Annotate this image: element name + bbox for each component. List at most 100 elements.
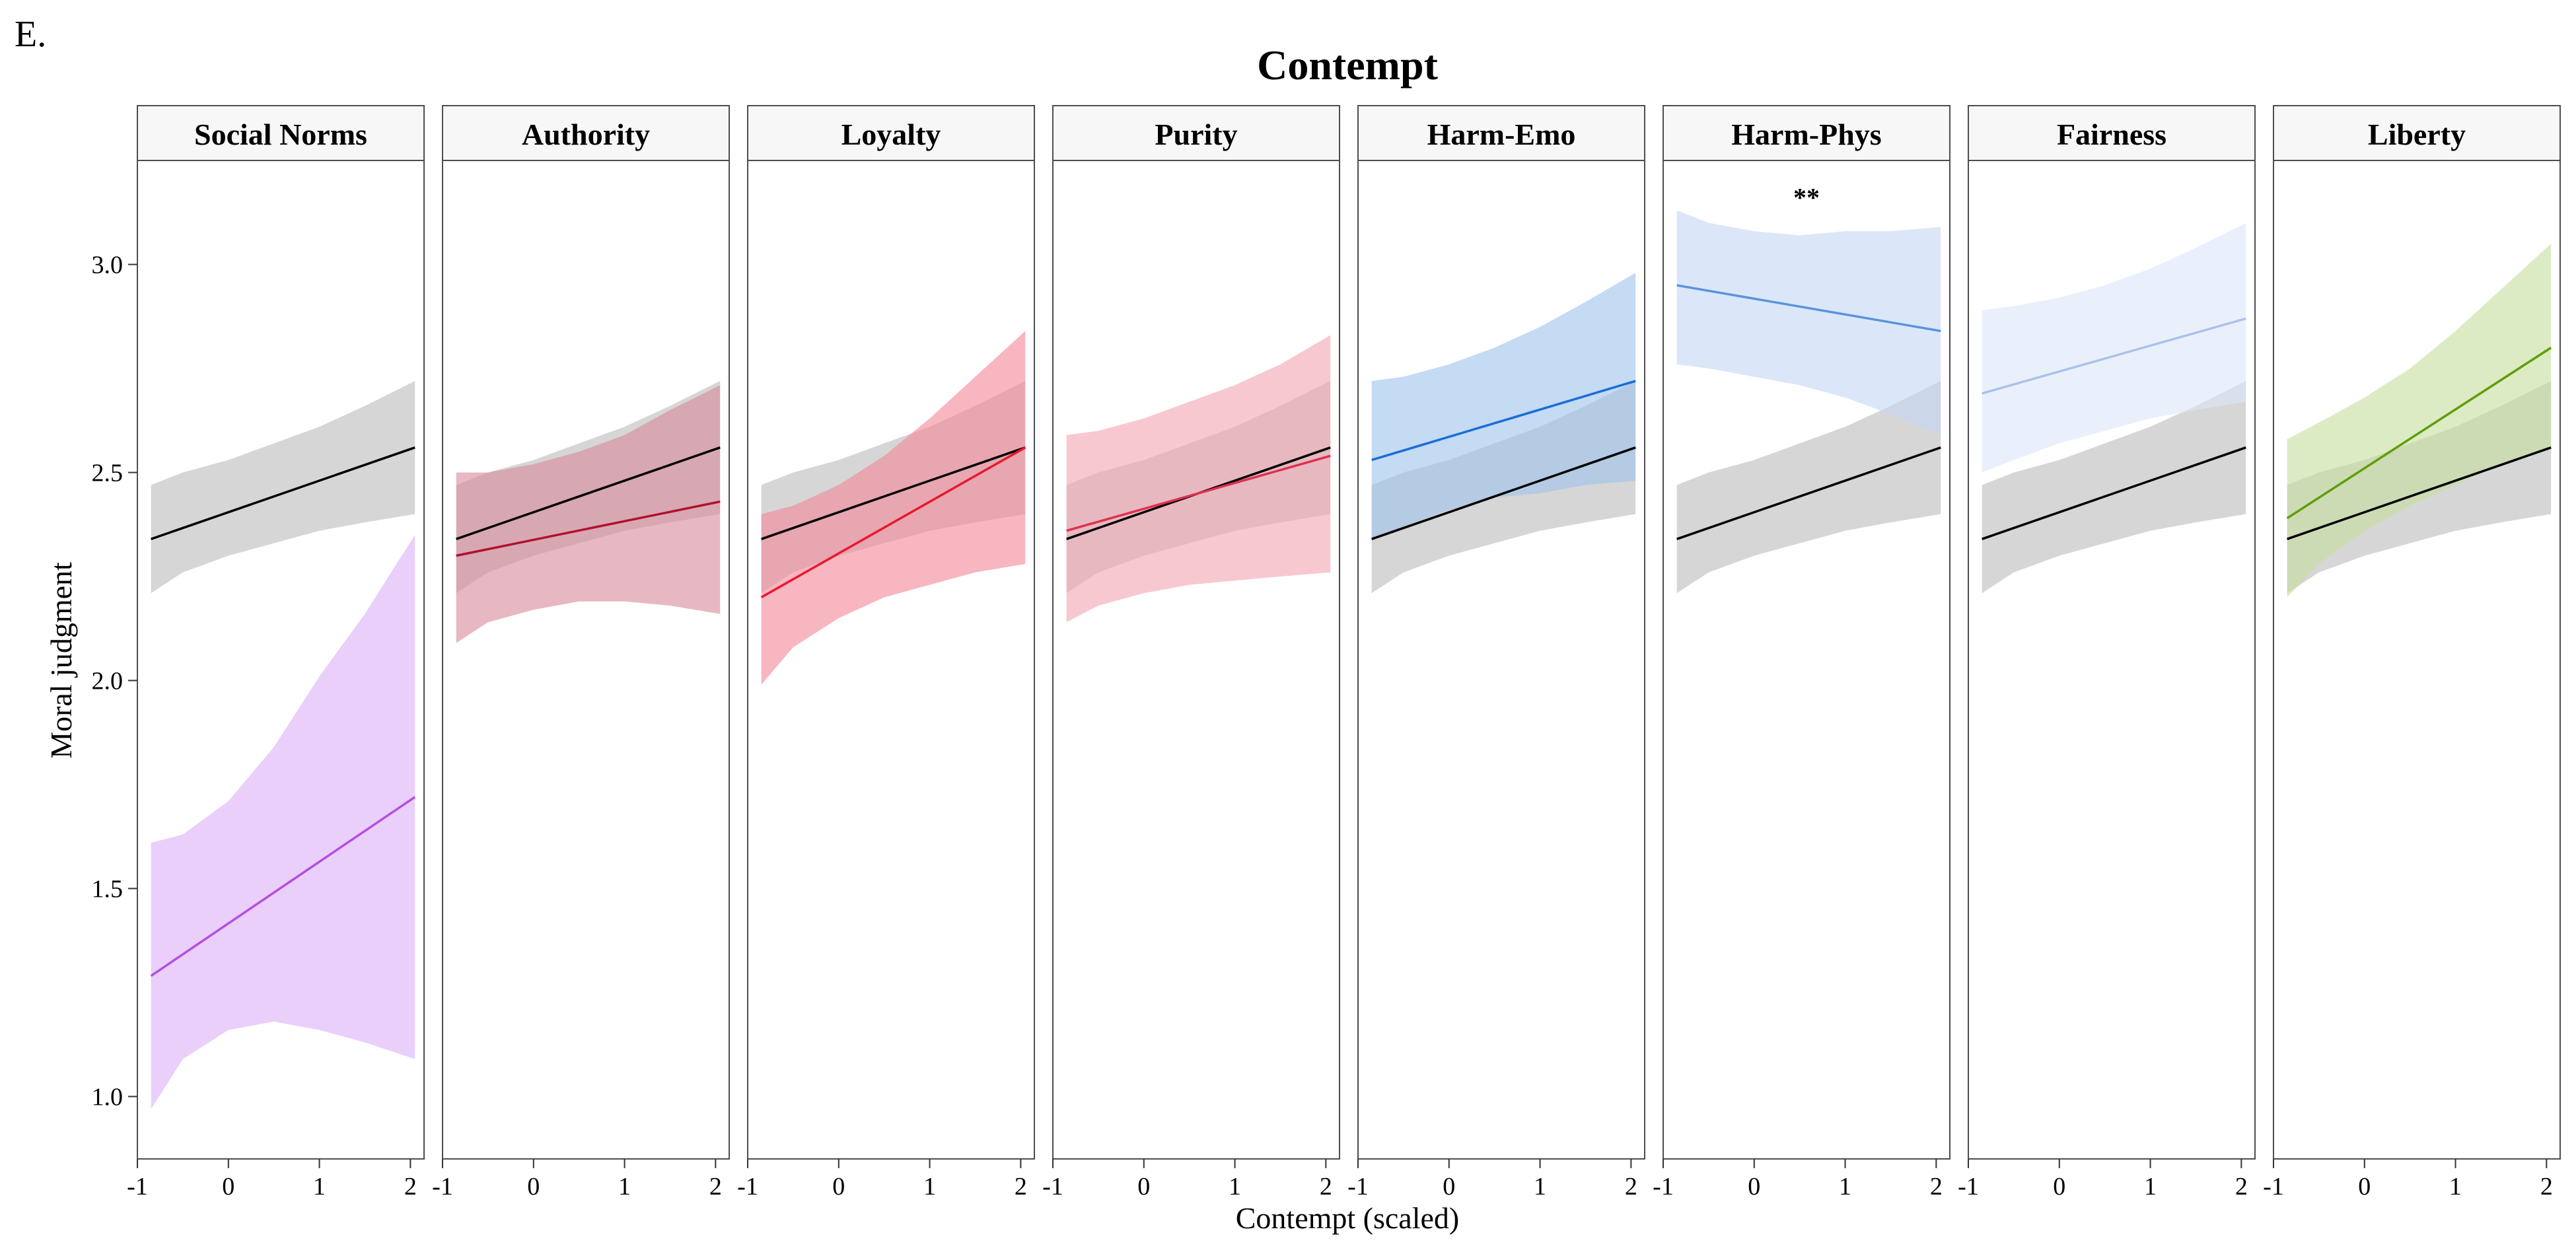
x-tick-label: 1: [1534, 1173, 1546, 1201]
x-axis-purity: -1 0 1 2: [1042, 1159, 1332, 1201]
significance-label: **: [1793, 182, 1820, 212]
series-ci-band: [1066, 335, 1331, 623]
series-ci-band: [1371, 273, 1636, 540]
series-ci-band: [1676, 210, 1941, 435]
series-line: [1676, 284, 1941, 333]
x-tick-label: 2: [709, 1173, 722, 1201]
y-axis-title: Moral judgment: [44, 562, 78, 759]
x-tick-label: 0: [832, 1173, 845, 1201]
x-axes: -1 0 1 2 -1 0 1 2 -1 0 1 2 -1 0 1 2 -1 0 1 2 -1 0 1 2 -1 0 1 2 -1 0 1 2: [127, 1159, 2553, 1201]
panel-harm-emo: Harm-Emo: [1357, 105, 1645, 1160]
reference-ci-band: [1676, 380, 1941, 594]
panel-label: Liberty: [2368, 118, 2466, 151]
panel-border: [1968, 160, 2256, 1160]
reference-ci-band: [1982, 380, 2246, 594]
reference-line: [1371, 446, 1636, 540]
y-axis: 1.0 1.5 2.0 2.5 3.0: [92, 252, 137, 1111]
x-tick-label: 0: [1748, 1173, 1760, 1201]
series-ci-band: [151, 535, 415, 1109]
panel-social-norms: Social Norms: [137, 105, 425, 1160]
panel-strip: [1968, 105, 2256, 161]
y-tick-label: 2.0: [92, 668, 124, 695]
x-tick-label: -1: [737, 1173, 758, 1201]
x-tick-label: 1: [1229, 1173, 1241, 1201]
x-tick-label: 2: [404, 1173, 417, 1201]
panel-liberty: Liberty: [2273, 105, 2561, 1160]
chart-title: Contempt: [1257, 42, 1438, 88]
reference-line: [456, 446, 721, 540]
x-tick-label: -1: [1042, 1173, 1063, 1201]
x-tick-label: -1: [1958, 1173, 1979, 1201]
series-ci-band: [456, 385, 721, 643]
panel-border: [1663, 160, 1950, 1160]
reference-line: [151, 446, 415, 540]
panel-label: Authority: [522, 118, 650, 151]
x-tick-label: 2: [2235, 1173, 2248, 1201]
x-tick-label: -1: [1653, 1173, 1674, 1201]
x-tick-label: 1: [2144, 1173, 2157, 1201]
panel-label: Fairness: [2057, 118, 2166, 151]
x-axis-liberty: -1 0 1 2: [2263, 1159, 2553, 1201]
series-ci-band: [761, 331, 1026, 685]
series-line: [1371, 380, 1636, 462]
panels-layer: Social Norms Authority Loyalty Purity Harm-E…: [137, 105, 2561, 1160]
x-tick-label: 0: [2358, 1173, 2371, 1201]
x-tick-label: -1: [127, 1173, 148, 1201]
y-tick-label: 2.5: [92, 460, 124, 487]
panel-border: [137, 160, 425, 1160]
figure-label: E.: [15, 14, 46, 55]
x-axis-social-norms: -1 0 1 2: [127, 1159, 417, 1201]
x-tick-label: 0: [1443, 1173, 1455, 1201]
series-line: [1982, 317, 2246, 395]
panel-strip: [1663, 105, 1950, 161]
panel-border: [1052, 160, 1340, 1160]
series-line: [456, 500, 721, 557]
panel-border: [442, 160, 730, 1160]
panel-label: Social Norms: [194, 118, 367, 151]
panel-strip: [747, 105, 1035, 161]
series-line: [150, 796, 416, 977]
series-line: [2286, 347, 2552, 520]
reference-line: [2287, 446, 2552, 540]
panel-strip: [1052, 105, 1340, 161]
panel-border: [2273, 160, 2561, 1160]
panel-label: Loyalty: [841, 118, 941, 151]
y-tick-label: 1.5: [92, 876, 124, 903]
panel-strip: [137, 105, 425, 161]
x-tick-label: 2: [1625, 1173, 1637, 1201]
panel-purity: Purity: [1052, 105, 1340, 1160]
x-tick-label: 2: [1320, 1173, 1332, 1201]
series-line: [1066, 454, 1331, 532]
panel-harm-phys: Harm-Phys **: [1663, 105, 1950, 1160]
reference-line: [1676, 446, 1941, 540]
x-axis-fairness: -1 0 1 2: [1958, 1159, 2248, 1201]
x-tick-label: 2: [1015, 1173, 1027, 1201]
panel-strip: [1357, 105, 1645, 161]
reference-line: [1982, 446, 2246, 540]
panel-loyalty: Loyalty: [747, 105, 1035, 1160]
x-axis-loyalty: -1 0 1 2: [737, 1159, 1027, 1201]
x-tick-label: 0: [222, 1173, 234, 1201]
x-tick-label: 2: [2540, 1173, 2553, 1201]
panel-label: Purity: [1155, 118, 1237, 151]
panel-strip: [442, 105, 730, 161]
panel-label: Harm-Emo: [1427, 118, 1576, 151]
x-axis-authority: -1 0 1 2: [432, 1159, 722, 1201]
panel-label: Harm-Phys: [1731, 118, 1881, 151]
series-line: [760, 446, 1026, 599]
series-ci-band: [1982, 223, 2246, 473]
reference-ci-band: [151, 380, 415, 594]
x-tick-label: -1: [1347, 1173, 1369, 1201]
x-tick-label: 1: [313, 1173, 326, 1201]
panel-strip: [2273, 105, 2561, 161]
y-tick-label: 3.0: [92, 252, 124, 279]
y-tick-label: 1.0: [92, 1084, 124, 1111]
series-ci-band: [2287, 244, 2552, 598]
x-tick-label: 1: [923, 1173, 936, 1201]
reference-line: [761, 446, 1026, 540]
x-axis-title: Contempt (scaled): [1236, 1201, 1460, 1235]
x-tick-label: -1: [2263, 1173, 2284, 1201]
x-tick-label: 1: [618, 1173, 631, 1201]
x-tick-label: 1: [2449, 1173, 2462, 1201]
